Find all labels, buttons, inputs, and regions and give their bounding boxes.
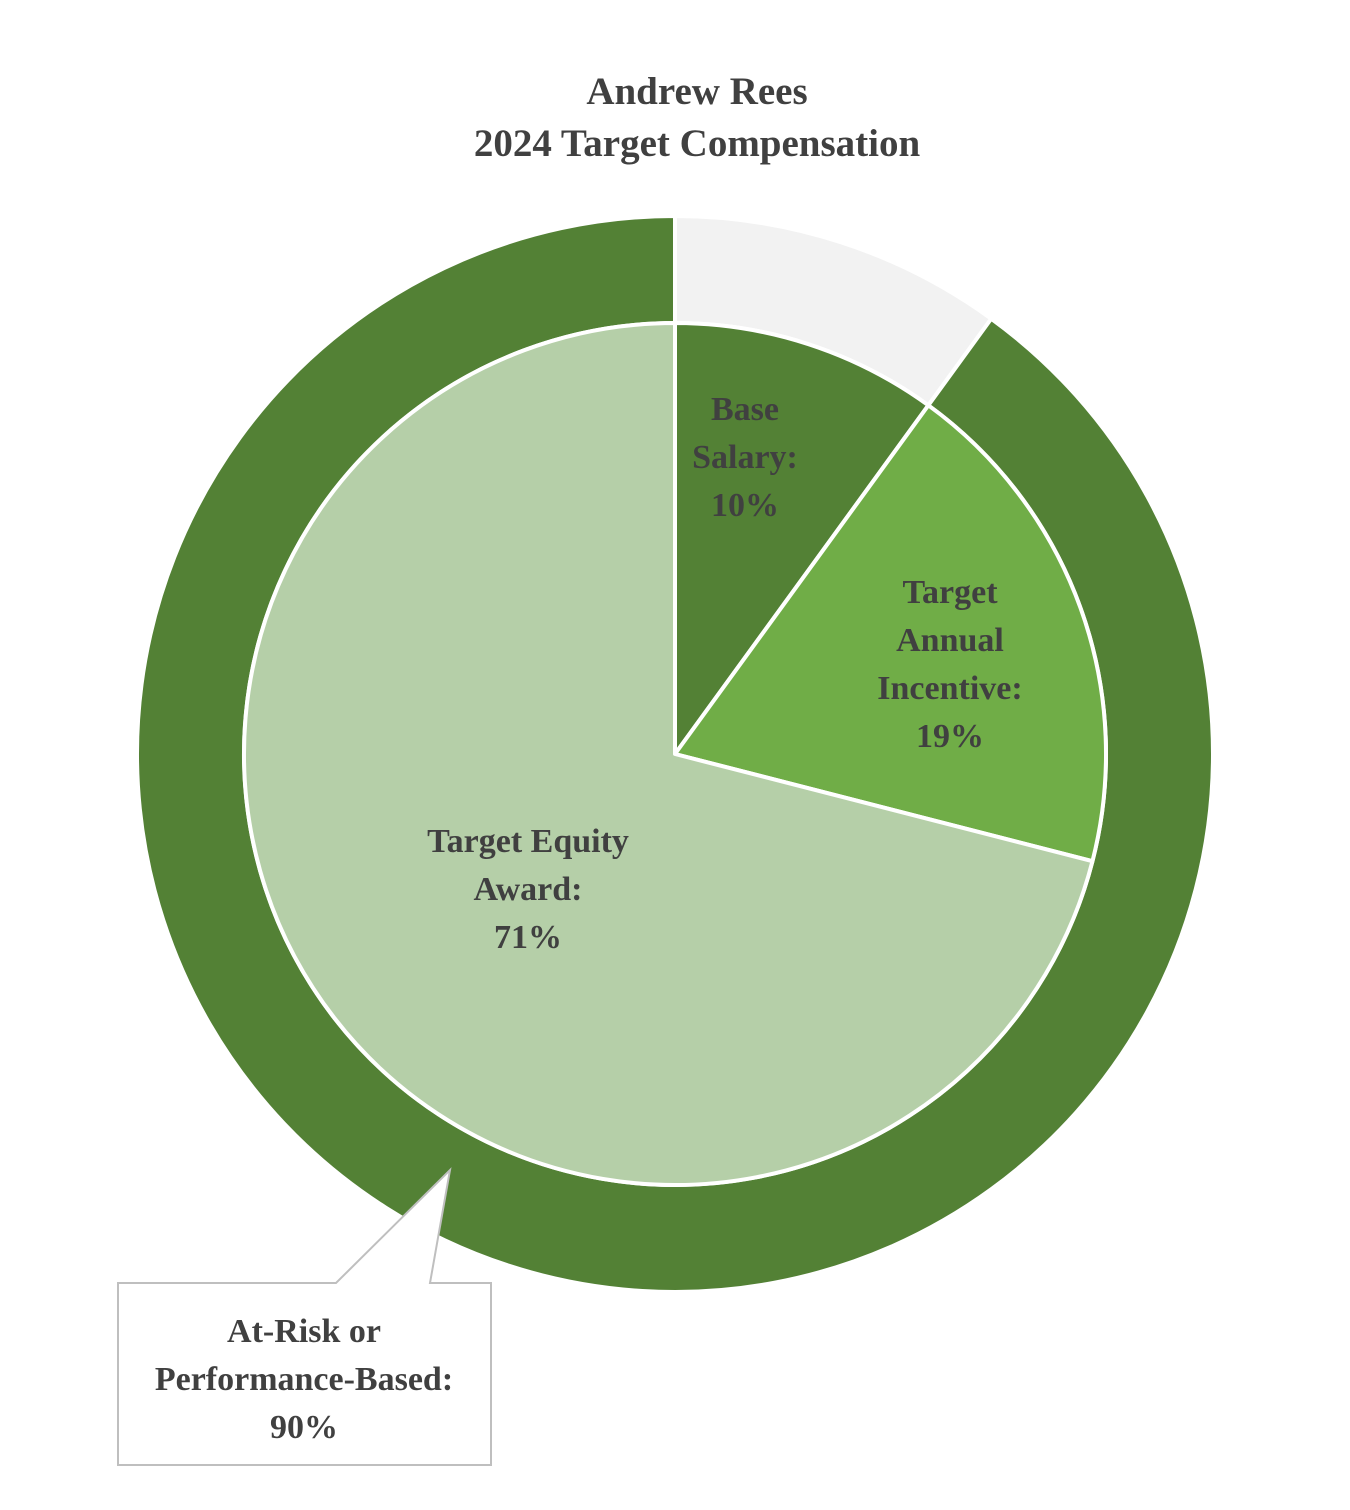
inner-slice-target-equity-award <box>242 321 1095 1187</box>
label-target-annual-incentive-line-4: 19% <box>916 718 984 755</box>
chart-title-line-2: 2024 Target Compensation <box>474 122 921 165</box>
chart-title: Andrew Rees 2024 Target Compensation <box>474 70 921 165</box>
callout-label-line-3: 90% <box>270 1409 338 1446</box>
label-target-annual-incentive-line-3: Incentive: <box>877 670 1022 707</box>
at-risk-callout: At-Risk or Performance-Based: 90% <box>117 1167 492 1466</box>
callout-label-line-2: Performance-Based: <box>155 1361 453 1398</box>
inner-ring <box>242 321 1108 1187</box>
label-base-salary-line-3: 10% <box>711 487 779 524</box>
label-base-salary-line-1: Base <box>711 391 779 428</box>
label-target-equity-award-line-3: 71% <box>494 919 562 956</box>
label-target-equity-award-line-1: Target Equity <box>427 823 629 860</box>
callout-label-line-1: At-Risk or <box>227 1313 381 1350</box>
label-target-annual-incentive-line-2: Annual <box>896 622 1004 659</box>
label-target-annual-incentive-line-1: Target <box>902 574 998 611</box>
label-target-equity-award-line-2: Award: <box>474 871 583 908</box>
chart-title-line-1: Andrew Rees <box>586 70 807 113</box>
label-base-salary-line-2: Salary: <box>692 439 798 476</box>
inner-ring-labels: Base Salary: 10% Target Annual Incentive: 19% T… <box>427 391 1023 956</box>
inner-slice-target-annual-incentive <box>673 403 1108 864</box>
callout-box <box>117 1167 492 1466</box>
inner-slice-base-salary <box>673 321 931 756</box>
